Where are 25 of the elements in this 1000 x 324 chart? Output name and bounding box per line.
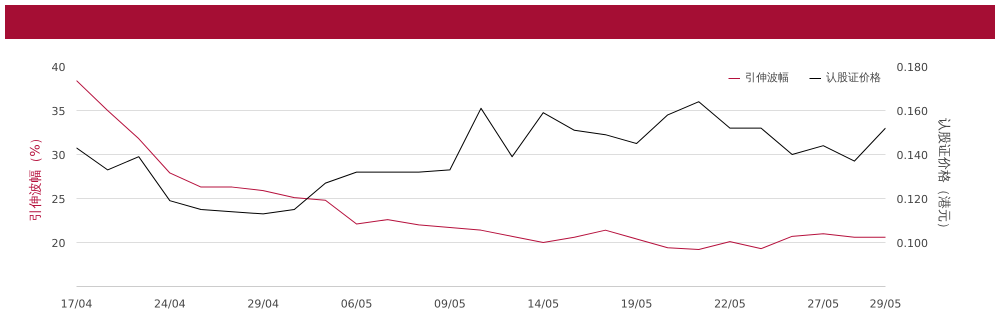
x-tick-label: 22/05	[714, 298, 746, 310]
y-axis-title: 引伸波幅（%）	[28, 131, 44, 222]
y-tick-label: 25	[52, 193, 66, 206]
x-tick-label: 14/05	[527, 298, 560, 310]
x-tick-label: 19/05	[620, 298, 652, 310]
y-tick-label: 35	[52, 105, 66, 118]
y2-tick-label: 0.100	[896, 237, 928, 250]
y2-tick-label: 0.160	[896, 105, 928, 118]
y2-tick-label: 0.180	[896, 61, 928, 74]
y-tick-label: 40	[52, 61, 66, 74]
line-series	[76, 101, 886, 214]
y-tick-label: 20	[52, 237, 66, 250]
x-tick-label: 24/04	[154, 298, 186, 310]
y2-tick-label: 0.140	[896, 149, 928, 162]
y2-axis-title: 认股证价格（港元）	[936, 118, 951, 235]
y2-tick-label: 0.120	[896, 193, 928, 206]
x-tick-label: 06/05	[340, 298, 372, 310]
x-tick-label: 17/04	[60, 298, 92, 310]
x-tick-label: 27/05	[807, 298, 840, 310]
x-tick-label: 29/04	[247, 298, 280, 310]
y-tick-label: 30	[52, 149, 66, 162]
x-tick-label: 29/05	[870, 298, 902, 310]
legend-label: 引伸波幅	[745, 70, 789, 85]
x-tick-label: 09/05	[434, 298, 466, 310]
legend-label: 认股证价格	[826, 70, 881, 85]
